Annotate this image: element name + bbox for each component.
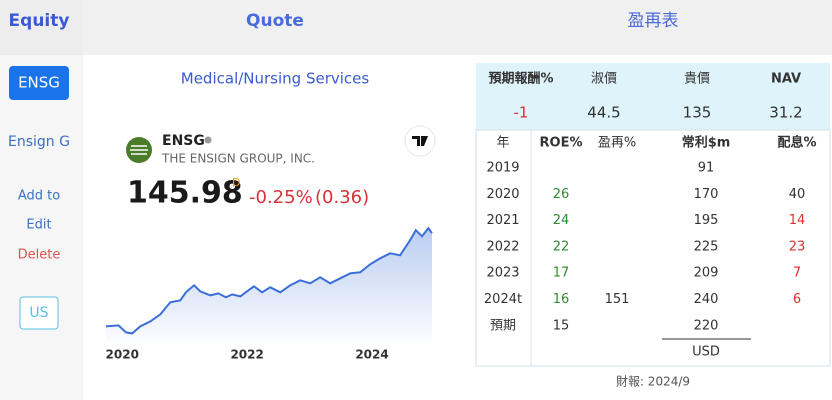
table-cell: 16 bbox=[553, 292, 570, 307]
company-name: THE ENSIGN GROUP, INC. bbox=[161, 152, 315, 166]
tab-quote[interactable]: Quote bbox=[246, 11, 304, 31]
table-cell: 170 bbox=[694, 187, 719, 202]
table-cell: 240 bbox=[694, 292, 719, 307]
table-cell: 2024t bbox=[484, 292, 522, 307]
table-cell: 91 bbox=[698, 161, 715, 176]
table-cell: 24 bbox=[553, 213, 570, 228]
table-cell: 14 bbox=[789, 213, 806, 228]
tv-glyph bbox=[412, 136, 428, 146]
footnote: 財報: 2024/9 bbox=[616, 374, 690, 389]
quote-ticker: ENSG bbox=[162, 133, 205, 149]
table-cell: 預期 bbox=[490, 318, 516, 333]
valuation-header: 貴價 bbox=[684, 72, 710, 87]
table-header: 配息% bbox=[777, 135, 816, 151]
valuation-value: 44.5 bbox=[587, 104, 620, 122]
tab-table[interactable]: 盈再表 bbox=[628, 11, 679, 31]
table-panel bbox=[475, 129, 831, 367]
table-cell: 40 bbox=[789, 187, 806, 202]
table-cell: 6 bbox=[793, 292, 801, 307]
change-pct: -0.25% bbox=[249, 187, 313, 208]
currency: USD bbox=[692, 345, 720, 360]
edit-link[interactable]: Edit bbox=[26, 218, 51, 233]
header-bar bbox=[0, 0, 832, 55]
change: (0.36) bbox=[315, 187, 369, 208]
name-link[interactable]: Ensign G bbox=[8, 134, 70, 150]
x-tick-label: 2022 bbox=[230, 348, 263, 362]
market-label[interactable]: US bbox=[29, 305, 48, 321]
valuation-value: 31.2 bbox=[769, 104, 802, 122]
valuation-header: 預期報酬% bbox=[488, 71, 553, 87]
table-header: 年 bbox=[496, 136, 509, 151]
area bbox=[106, 228, 432, 341]
table-header: ROE% bbox=[540, 136, 583, 151]
tab-equity[interactable]: Equity bbox=[9, 11, 70, 31]
price-flag: D bbox=[232, 176, 240, 189]
table-cell: 2019 bbox=[486, 161, 519, 176]
x-tick-label: 2020 bbox=[106, 348, 139, 362]
table-cell: 151 bbox=[605, 292, 630, 307]
table-cell: 17 bbox=[553, 266, 570, 281]
table-cell: 209 bbox=[694, 266, 719, 281]
table-cell: 220 bbox=[694, 318, 719, 333]
sidebar-body bbox=[0, 55, 83, 400]
table-cell: 2021 bbox=[486, 213, 519, 228]
table-cell: 2023 bbox=[486, 266, 519, 281]
table: 預期報酬% -1 淑價 44.5 貴價 135 NAV 31.2 年 ROE% 盈再% 常利$m 配息%… bbox=[484, 71, 817, 389]
table-cell: 195 bbox=[694, 213, 719, 228]
logo-lines bbox=[130, 145, 148, 155]
table-cell: 7 bbox=[793, 266, 801, 281]
valuation-panel bbox=[476, 63, 830, 130]
table-cell: 23 bbox=[789, 239, 806, 254]
price: 145.98 bbox=[127, 176, 243, 211]
table-header: 盈再% bbox=[598, 136, 636, 151]
status-dot bbox=[204, 136, 212, 144]
table-cell: 22 bbox=[553, 239, 570, 254]
valuation-value: 135 bbox=[683, 104, 712, 122]
table-cell: 2022 bbox=[486, 239, 519, 254]
ticker-button-label[interactable]: ENSG bbox=[18, 74, 60, 92]
x-tick-label: 2024 bbox=[355, 348, 388, 362]
table-cell: 225 bbox=[694, 239, 719, 254]
table-cell: 15 bbox=[553, 318, 570, 333]
industry: Medical/Nursing Services bbox=[181, 70, 370, 88]
valuation-header: NAV bbox=[771, 72, 801, 87]
market-button[interactable] bbox=[19, 296, 59, 330]
table-cell: 2020 bbox=[486, 187, 519, 202]
ticker-button[interactable] bbox=[9, 66, 69, 100]
delete-link[interactable]: Delete bbox=[18, 248, 61, 263]
valuation-header: 淑價 bbox=[591, 72, 617, 87]
table-header: 常利$m bbox=[682, 135, 731, 151]
price-chart: 2020 2022 2024 bbox=[105, 226, 433, 362]
table-cell: 26 bbox=[553, 187, 570, 202]
price-line bbox=[105, 226, 433, 335]
valuation-value: -1 bbox=[514, 104, 529, 122]
add-link[interactable]: Add to bbox=[18, 189, 60, 204]
